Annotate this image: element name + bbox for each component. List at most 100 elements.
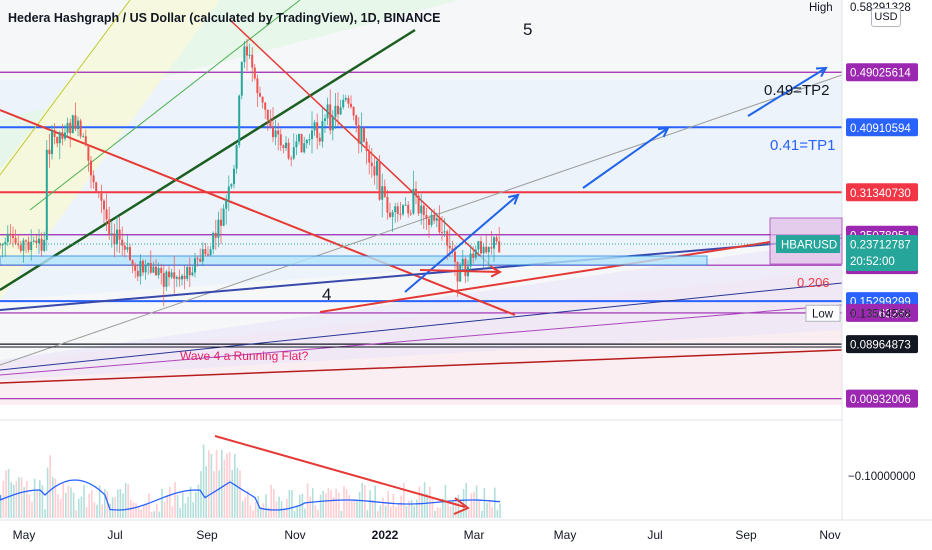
candle-body — [157, 267, 160, 276]
candle-body — [116, 229, 118, 245]
candle-body — [402, 205, 404, 215]
candle-body — [58, 132, 61, 144]
currency-button[interactable]: USD — [871, 8, 901, 27]
candle-body — [360, 127, 363, 144]
candle-body — [19, 245, 22, 251]
volume-bar — [330, 490, 332, 518]
candle-body — [404, 204, 407, 206]
candle-body — [313, 122, 316, 131]
downtrend-line-red-2 — [229, 19, 496, 271]
candle-body — [378, 160, 381, 200]
volume-bar — [18, 477, 20, 518]
volume-bar — [140, 509, 142, 518]
volume-bar — [447, 501, 449, 518]
volume-bar — [15, 481, 18, 518]
candle-body — [209, 249, 212, 256]
candle-body — [230, 184, 233, 187]
candle-body — [0, 244, 1, 246]
candle-body — [446, 231, 449, 246]
candle-body — [71, 115, 74, 134]
candles — [0, 39, 501, 307]
candle-body — [246, 46, 248, 56]
x-tick-3: Nov — [284, 528, 305, 542]
candle-body — [188, 267, 191, 276]
volume-bar — [421, 492, 423, 518]
candle-body — [485, 246, 488, 253]
candle-body — [363, 127, 365, 142]
x-tick-4: 2022 — [372, 528, 399, 542]
wave-line-navy — [0, 282, 843, 371]
volume-bar — [442, 498, 444, 518]
candle-body — [269, 119, 272, 128]
candle-body — [339, 107, 342, 115]
candle-body — [477, 241, 480, 250]
x-tick-9: Nov — [819, 528, 840, 542]
volume-bar — [312, 488, 314, 518]
support-line-navy — [0, 237, 843, 311]
candle-body — [365, 141, 368, 152]
volume-bar — [460, 511, 462, 518]
volume-bar — [296, 505, 298, 518]
volume-bar — [44, 509, 46, 518]
volume-bar — [70, 487, 72, 518]
volume-bar — [335, 488, 337, 518]
candle-body — [274, 130, 277, 138]
candle-body — [285, 142, 287, 149]
volume-bar — [239, 470, 241, 518]
volume-bar — [49, 455, 51, 518]
fan-line-green — [29, 0, 301, 211]
candle-body — [399, 213, 402, 215]
volume-bar — [405, 505, 408, 518]
volume-bar — [228, 452, 231, 518]
price-tag-8: 0.00932006 — [846, 389, 918, 408]
candle-body — [168, 271, 170, 278]
candle-body — [311, 130, 313, 140]
projection-arrow-0 — [404, 194, 519, 293]
volume-bar — [468, 509, 470, 518]
volume-bar — [91, 490, 93, 518]
candle-body — [227, 186, 230, 200]
candle-body — [173, 272, 176, 279]
candle-body — [74, 115, 77, 130]
volume-bar — [382, 497, 384, 518]
current-price: 0.23712787 — [850, 240, 911, 252]
volume-bar — [491, 507, 493, 518]
volume-bar — [291, 490, 293, 518]
volume-bar — [135, 503, 137, 518]
price-tag-2-text: 0.31340730 — [850, 188, 911, 200]
candle-body — [441, 232, 443, 234]
candle-body — [451, 248, 454, 252]
volume-bar — [210, 454, 213, 518]
volume-bar — [413, 505, 415, 518]
volume-bar — [111, 497, 114, 518]
volume-bar — [338, 492, 340, 518]
volume-bar — [78, 498, 80, 518]
volume-bar — [457, 494, 460, 518]
volume-bar — [236, 467, 239, 518]
candle-body — [12, 235, 14, 238]
candle-body — [43, 239, 46, 251]
projection-arrow-1 — [582, 127, 669, 189]
candle-body — [381, 186, 384, 200]
candle-body — [82, 136, 85, 138]
volume-bar — [234, 453, 236, 518]
chart-title: Hedera Hashgraph / US Dollar (calculated… — [8, 11, 441, 25]
candle-body — [498, 241, 501, 253]
candle-body — [331, 117, 334, 131]
volume-bar — [195, 492, 197, 518]
volume-bar — [231, 469, 233, 518]
candle-body — [355, 115, 358, 126]
candle-body — [469, 253, 472, 267]
volume-bar — [109, 503, 111, 518]
volume-bar — [166, 495, 168, 518]
candle-body — [391, 212, 394, 217]
current-price-tag-bg — [846, 235, 918, 272]
candle-body — [66, 122, 69, 133]
volume-bar — [104, 489, 106, 518]
volume-bar — [496, 509, 499, 518]
volume-bar — [499, 503, 501, 518]
candle-body — [321, 121, 324, 142]
volume-bar — [169, 486, 171, 518]
volume-bar — [262, 503, 265, 518]
